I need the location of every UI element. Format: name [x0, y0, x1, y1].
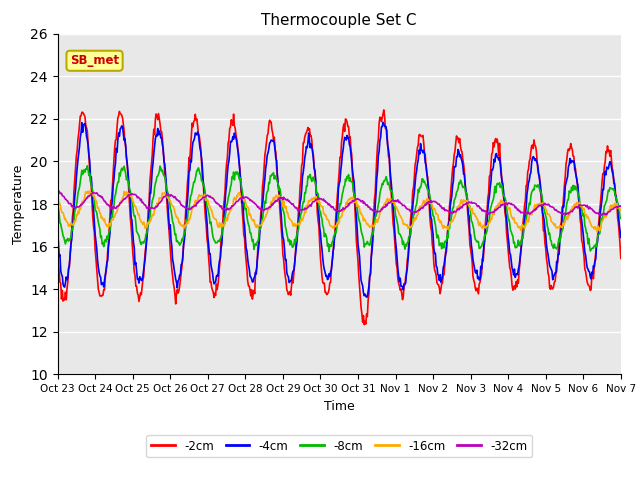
-4cm [363, 294, 371, 300]
-32cm [332, 207, 339, 213]
-8cm [617, 216, 625, 221]
-16cm [178, 223, 186, 228]
-32cm [54, 189, 61, 195]
-4cm [54, 230, 61, 236]
-8cm [567, 190, 575, 196]
-16cm [386, 196, 394, 202]
-32cm [617, 203, 625, 209]
-8cm [178, 236, 186, 242]
Y-axis label: Temperature: Temperature [12, 164, 24, 244]
-4cm [202, 201, 209, 206]
-4cm [567, 160, 575, 166]
-16cm [332, 224, 339, 230]
-32cm [178, 202, 186, 208]
-2cm [380, 107, 388, 113]
-32cm [596, 213, 604, 218]
-4cm [387, 176, 395, 181]
-2cm [360, 322, 368, 327]
-32cm [386, 200, 394, 205]
-32cm [442, 207, 449, 213]
-8cm [387, 188, 395, 194]
-16cm [54, 196, 61, 202]
-32cm [566, 209, 574, 215]
Line: -8cm: -8cm [58, 166, 621, 252]
-8cm [442, 239, 450, 244]
-16cm [593, 229, 601, 235]
Legend: -2cm, -4cm, -8cm, -16cm, -32cm: -2cm, -4cm, -8cm, -16cm, -32cm [147, 435, 532, 457]
-2cm [331, 234, 339, 240]
Title: Thermocouple Set C: Thermocouple Set C [262, 13, 417, 28]
-4cm [442, 245, 450, 251]
-2cm [387, 186, 395, 192]
-2cm [177, 269, 185, 275]
Line: -2cm: -2cm [58, 110, 621, 324]
-8cm [202, 197, 210, 203]
-16cm [202, 197, 210, 203]
-8cm [332, 229, 340, 235]
-2cm [202, 215, 209, 221]
-2cm [617, 255, 625, 261]
-8cm [83, 163, 91, 168]
-4cm [331, 234, 339, 240]
-16cm [566, 210, 574, 216]
Text: SB_met: SB_met [70, 54, 119, 67]
-4cm [379, 120, 387, 125]
-32cm [55, 188, 63, 194]
-2cm [442, 250, 450, 255]
-16cm [442, 224, 449, 230]
-4cm [617, 234, 625, 240]
-8cm [54, 197, 61, 203]
X-axis label: Time: Time [324, 400, 355, 413]
-32cm [202, 193, 210, 199]
-2cm [54, 242, 61, 248]
Line: -4cm: -4cm [58, 122, 621, 297]
Line: -16cm: -16cm [58, 191, 621, 232]
-8cm [325, 249, 333, 254]
-2cm [567, 141, 575, 146]
-16cm [84, 188, 92, 194]
-16cm [617, 207, 625, 213]
Line: -32cm: -32cm [58, 191, 621, 216]
-4cm [177, 262, 185, 267]
